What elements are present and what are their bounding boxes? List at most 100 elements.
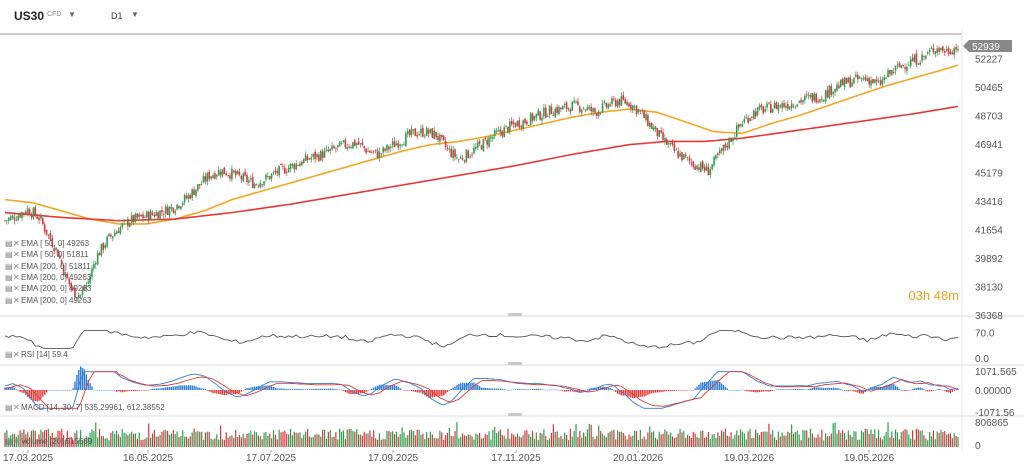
chart-icon[interactable]: ▤ — [5, 261, 13, 271]
macd-histogram-bar — [550, 389, 553, 391]
close-icon[interactable]: ✕ — [13, 295, 20, 305]
candle — [567, 107, 570, 110]
macd-histogram-bar — [223, 390, 226, 396]
macd-histogram-bar — [605, 387, 607, 390]
macd-histogram-bar — [64, 390, 67, 391]
chart-icon[interactable]: ▤ — [5, 239, 13, 248]
candle — [134, 213, 137, 222]
macd-histogram-bar — [403, 390, 405, 391]
volume-bar — [687, 434, 689, 447]
close-icon[interactable]: ✕ — [13, 350, 20, 359]
close-icon[interactable]: ✕ — [13, 403, 20, 412]
macd-histogram-bar — [645, 390, 647, 396]
panel-resize-handle[interactable] — [508, 413, 522, 416]
volume-bar — [838, 430, 840, 447]
volume-bar — [289, 429, 292, 447]
interval-selector[interactable]: D1 — [111, 11, 123, 21]
volume-bar — [514, 436, 517, 447]
candle — [645, 113, 647, 120]
candle — [603, 101, 606, 103]
macd-histogram-bar — [136, 390, 139, 391]
chart-icon[interactable]: ▤ — [5, 250, 13, 260]
macd-histogram-bar — [248, 387, 250, 390]
candle — [896, 64, 899, 66]
macd-histogram-bar — [435, 390, 437, 397]
volume-bar — [645, 439, 647, 447]
volume-bar — [431, 434, 433, 447]
chart-toolbar: US30 CFD ▼ D1 ▼ — [0, 0, 1024, 30]
macd-histogram-bar — [155, 388, 157, 390]
chart-icon[interactable]: ▤ — [5, 350, 13, 359]
volume-bar — [323, 429, 326, 447]
candle — [138, 214, 141, 217]
macd-histogram-bar — [690, 390, 693, 391]
volume-bar — [669, 432, 672, 447]
macd-histogram-bar — [947, 390, 950, 393]
volume-bar — [528, 434, 530, 447]
macd-histogram-bar — [919, 387, 921, 390]
candle — [316, 153, 318, 158]
volume-bar — [490, 439, 492, 447]
chart-icon[interactable]: ▤ — [5, 437, 13, 446]
chart-icon[interactable]: ▤ — [5, 272, 13, 282]
volume-bar — [834, 422, 836, 447]
volume-bar — [365, 433, 367, 447]
candle — [777, 104, 780, 111]
volume-bar — [571, 436, 573, 447]
macd-histogram-bar — [764, 390, 766, 392]
volume-bar — [866, 429, 868, 447]
macd-histogram-bar — [21, 390, 23, 393]
volume-bar — [494, 426, 496, 447]
candle — [628, 103, 630, 107]
candle — [431, 128, 434, 138]
macd-histogram-bar — [630, 390, 632, 398]
macd-histogram-bar — [664, 390, 666, 392]
volume-bar — [947, 433, 950, 447]
candle — [658, 130, 661, 137]
macd-histogram-bar — [719, 381, 721, 390]
interval-dropdown-icon[interactable]: ▼ — [131, 10, 139, 19]
candle — [531, 113, 534, 121]
candle — [613, 98, 615, 100]
volume-bar — [261, 439, 263, 447]
chart-icon[interactable]: ▤ — [5, 403, 13, 412]
symbol-selector[interactable]: US30 — [14, 9, 45, 23]
macd-histogram-bar — [458, 383, 460, 390]
macd-histogram-bar — [310, 389, 313, 390]
close-icon[interactable]: ✕ — [13, 284, 20, 294]
macd-histogram-bar — [766, 390, 768, 392]
panel-resize-handle[interactable] — [508, 313, 522, 316]
macd-label: MACD [14, 30, 7] 535.29961, 612.38552 — [21, 403, 165, 412]
volume-bar — [359, 434, 362, 447]
close-icon[interactable]: ✕ — [13, 272, 20, 282]
macd-histogram-bar — [399, 388, 401, 390]
close-icon[interactable]: ✕ — [13, 261, 20, 271]
volume-bar — [531, 431, 534, 447]
candle — [883, 77, 886, 81]
close-icon[interactable]: ✕ — [13, 250, 20, 260]
macd-histogram-bar — [908, 390, 910, 391]
close-icon[interactable]: ✕ — [13, 437, 20, 446]
candle — [76, 297, 78, 299]
macd-histogram-bar — [57, 390, 59, 391]
symbol-dropdown-icon[interactable]: ▼ — [68, 10, 76, 19]
volume-bar — [620, 431, 623, 447]
candle — [870, 80, 872, 86]
macd-histogram-bar — [49, 390, 52, 391]
candle — [89, 276, 91, 284]
macd-histogram-bar — [252, 387, 254, 390]
indicator-row: ▤✕EMA [ 50, 0] 49263 — [5, 238, 89, 249]
macd-histogram-bar — [809, 388, 812, 390]
panel-resize-handle[interactable] — [508, 362, 522, 365]
volume-bar — [592, 436, 594, 447]
volume-bar — [815, 437, 817, 447]
macd-histogram-bar — [367, 390, 369, 391]
chart-icon[interactable]: ▤ — [5, 295, 13, 305]
candle — [915, 53, 918, 65]
macd-histogram-bar — [671, 390, 674, 392]
close-icon[interactable]: ✕ — [13, 239, 20, 248]
volume-bar — [297, 432, 299, 447]
volume-bar — [726, 435, 728, 447]
chart-icon[interactable]: ▤ — [5, 284, 13, 294]
